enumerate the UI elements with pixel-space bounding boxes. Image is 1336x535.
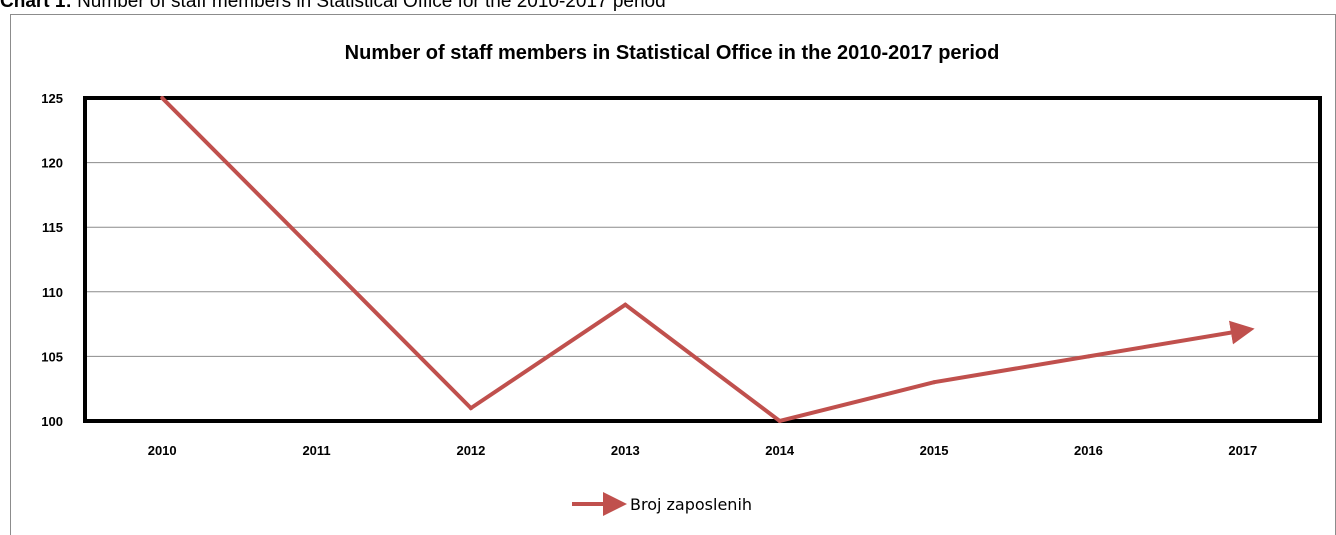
plot-area — [83, 96, 1322, 423]
series-lines — [160, 96, 1255, 424]
x-tick-label: 2016 — [1074, 443, 1103, 458]
x-tick-label: 2011 — [302, 443, 330, 458]
data-point — [1240, 328, 1245, 333]
data-point — [160, 96, 165, 100]
y-axis-ticks: 100 105 110 115 120 125 — [41, 91, 63, 429]
x-tick-label: 2017 — [1228, 443, 1257, 458]
x-tick-label: 2012 — [456, 443, 485, 458]
data-point — [777, 419, 782, 423]
x-tick-label: 2015 — [920, 443, 949, 458]
chart-title: Number of staff members in Statistical O… — [345, 42, 1000, 64]
caption-label: Chart 1: — [0, 0, 72, 12]
series-line — [160, 96, 1255, 424]
gridlines — [85, 97, 1320, 422]
x-tick-label: 2010 — [148, 443, 177, 458]
data-point — [1086, 354, 1091, 359]
chart-caption: Chart 1: Number of staff members in Stat… — [0, 0, 666, 13]
data-point — [468, 406, 473, 411]
y-tick-label: 125 — [41, 91, 63, 106]
data-point — [932, 380, 937, 385]
y-tick-label: 105 — [41, 349, 63, 364]
legend-label: Broj zaposlenih — [630, 495, 752, 514]
data-point — [623, 302, 628, 307]
y-tick-label: 115 — [42, 220, 63, 235]
y-tick-label: 100 — [41, 414, 63, 429]
y-tick-label: 110 — [42, 285, 63, 300]
caption-text: Number of staff members in Statistical O… — [71, 0, 666, 12]
x-tick-label: 2013 — [611, 443, 640, 458]
data-point — [314, 251, 319, 256]
x-tick-label: 2014 — [765, 443, 795, 458]
y-tick-label: 120 — [41, 156, 63, 171]
legend: Broj zaposlenih — [572, 492, 752, 516]
x-axis-ticks: 2010 2011 2012 2013 2014 2015 2016 2017 — [148, 443, 1258, 458]
